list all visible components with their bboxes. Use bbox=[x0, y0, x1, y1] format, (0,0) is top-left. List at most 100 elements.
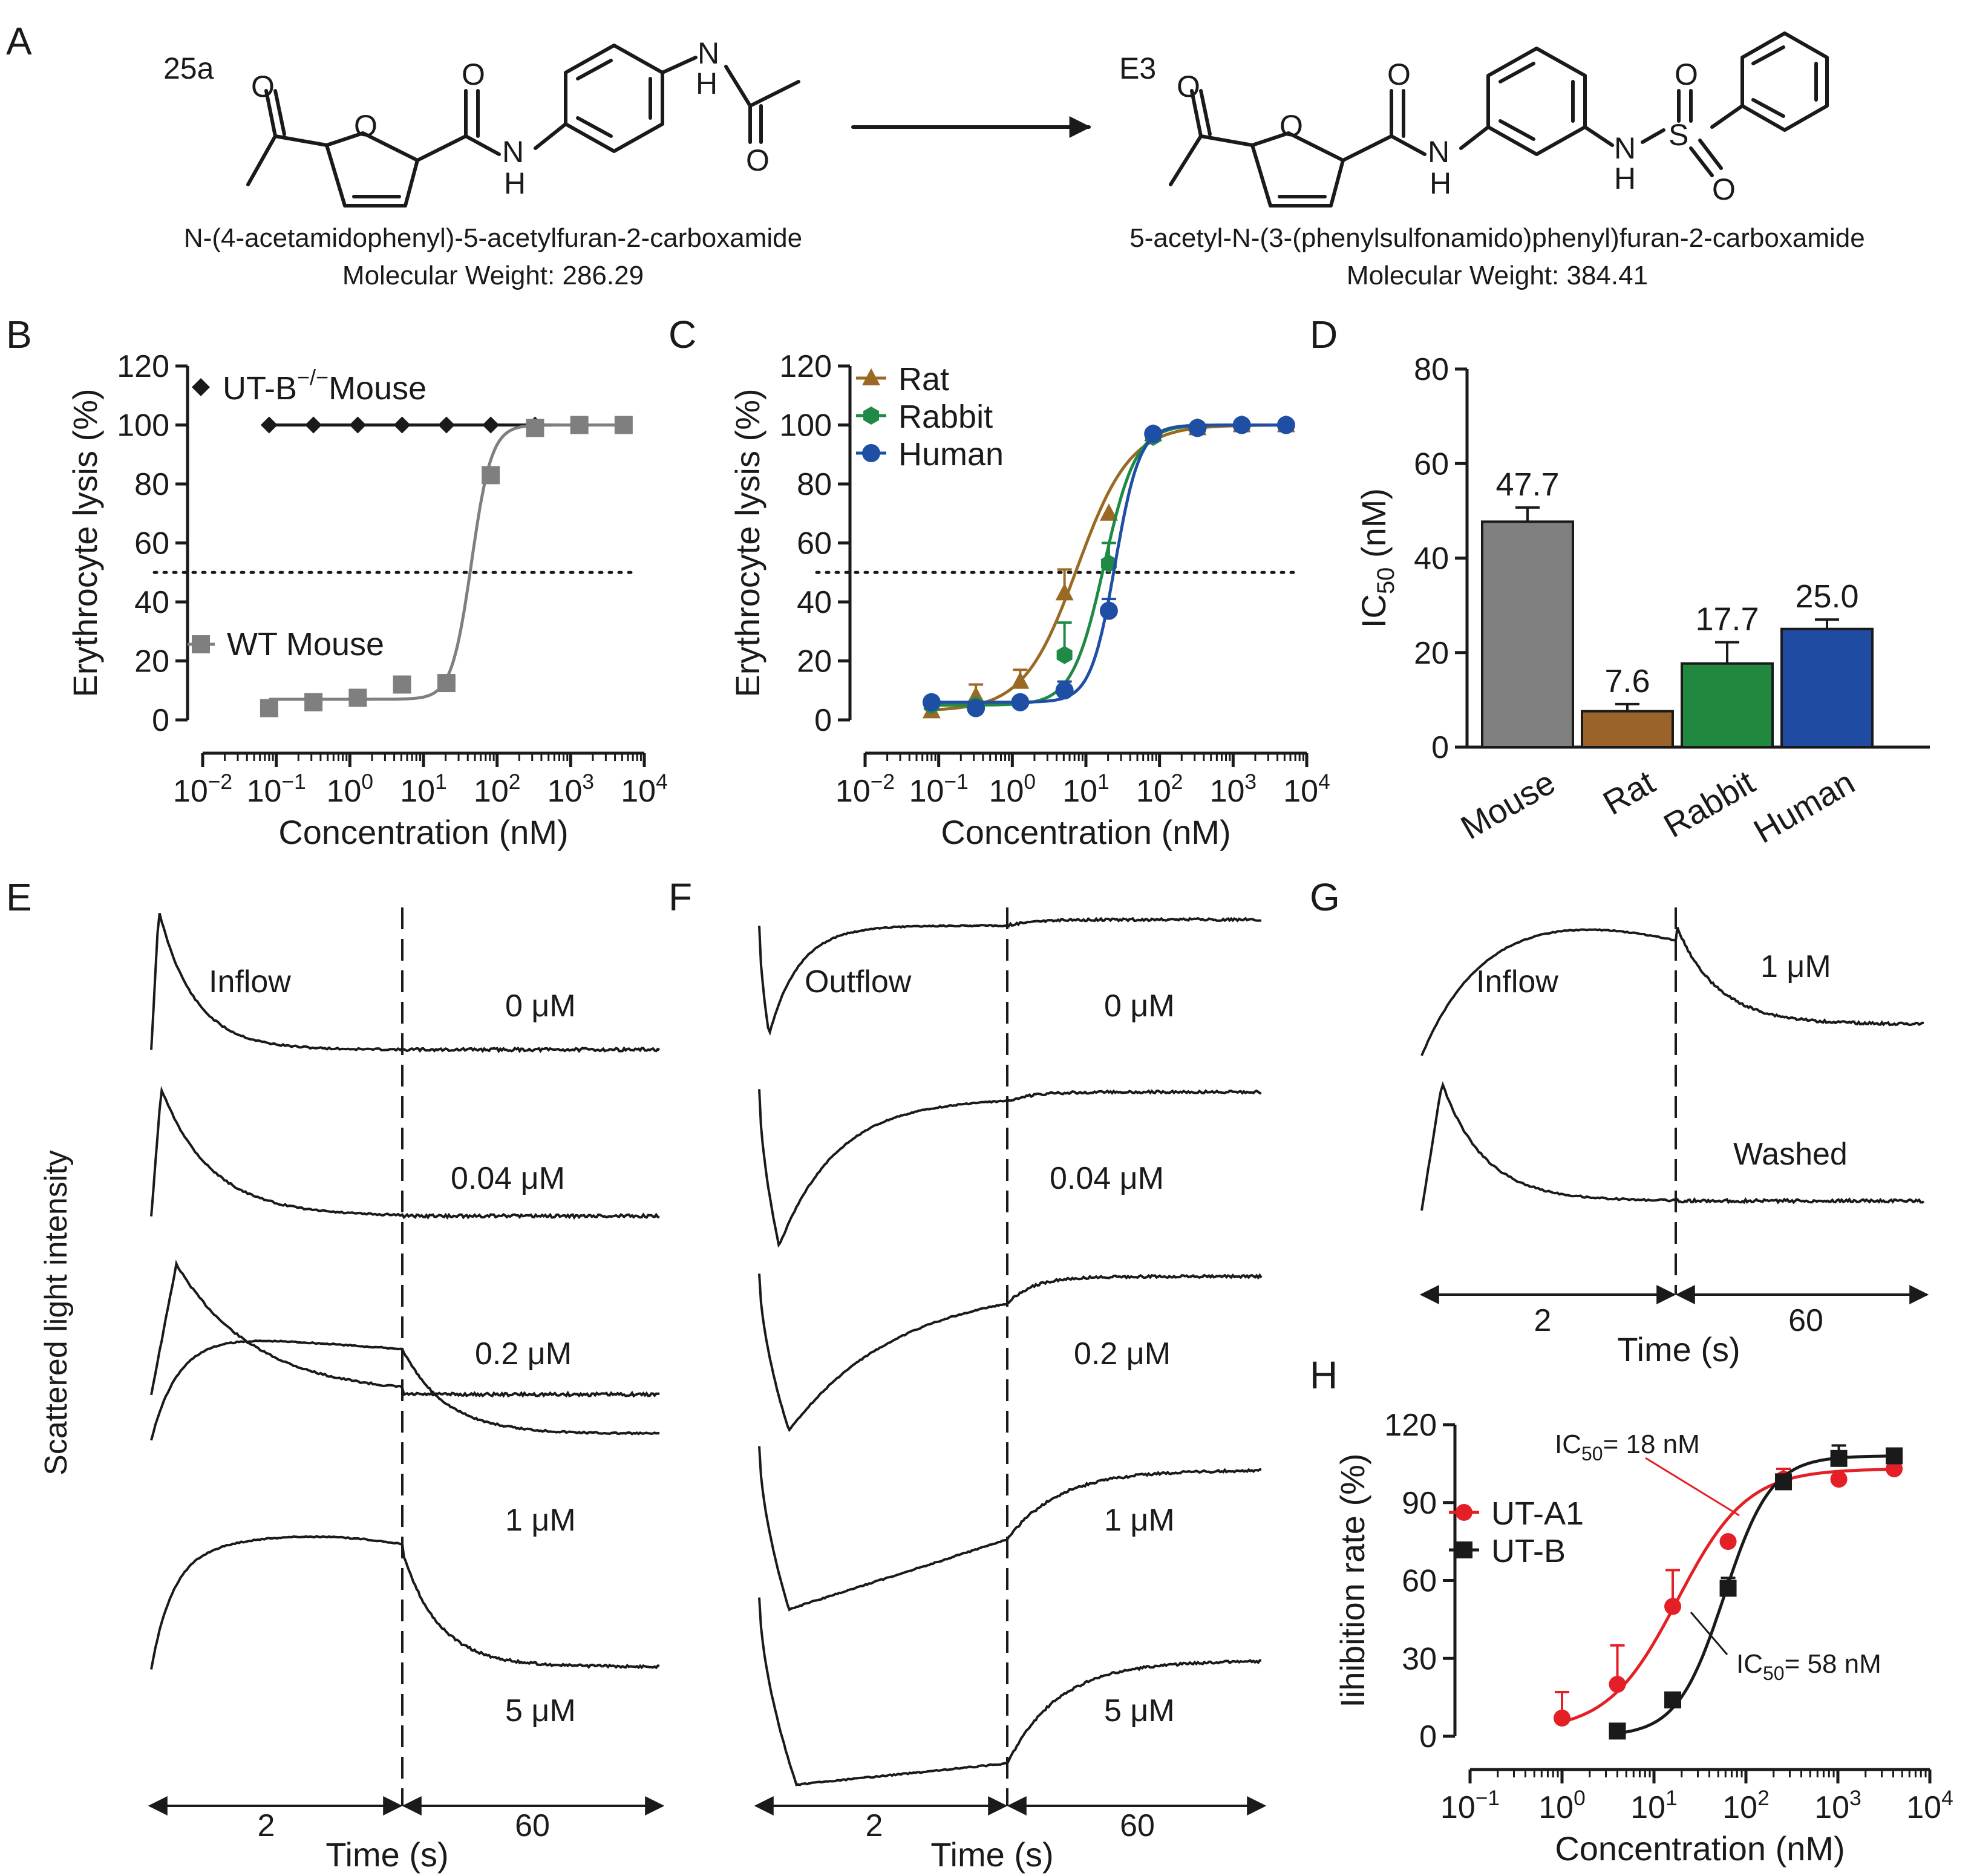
panel-e-axis-left: 2 bbox=[258, 1808, 275, 1843]
ut-b-point bbox=[1886, 1447, 1903, 1465]
x-tick-label: 103 bbox=[1814, 1786, 1861, 1825]
panel-f-label-1: 0.04 μM bbox=[1050, 1161, 1164, 1196]
y-tick-label: 100 bbox=[117, 408, 169, 443]
compound-mw-25a: Molecular Weight: 286.29 bbox=[342, 261, 644, 290]
utb-knockout-point bbox=[437, 416, 455, 434]
panel-f-trace-0 bbox=[758, 917, 1262, 1036]
atom-h: H bbox=[1430, 166, 1451, 200]
light-scattering-traces bbox=[148, 907, 1929, 1816]
panel-letter-g: G bbox=[1310, 875, 1340, 919]
human-point bbox=[967, 699, 985, 717]
y-axis-title: Erythrocyte lysis (%) bbox=[728, 388, 766, 697]
ic50-ut-b-leader bbox=[1690, 1612, 1728, 1655]
ic50-ut-a1-leader bbox=[1645, 1457, 1740, 1517]
legend-ut-a1-marker bbox=[1456, 1504, 1472, 1521]
rabbit-value-label: 17.7 bbox=[1695, 601, 1759, 638]
x-tick-label: 102 bbox=[1136, 770, 1183, 809]
panel-a bbox=[246, 31, 1829, 208]
panel-g-axis-title: Time (s) bbox=[1617, 1330, 1740, 1368]
compound-name-e3: 5-acetyl-N-(3-(phenylsulfonamido)phenyl)… bbox=[1129, 223, 1865, 253]
x-tick-label: 10−1 bbox=[909, 770, 969, 809]
mouse-bar bbox=[1481, 520, 1574, 748]
wt-mouse-point bbox=[348, 688, 367, 707]
x-tick-label: 102 bbox=[1722, 1786, 1770, 1825]
y-tick-label: 120 bbox=[117, 349, 169, 384]
panel-e-trace-1 bbox=[150, 1085, 660, 1220]
x-tick-label: 104 bbox=[1906, 1786, 1953, 1825]
x-tick-label: 10−2 bbox=[173, 770, 232, 809]
rat-point bbox=[1099, 503, 1118, 521]
atom-h: H bbox=[1614, 162, 1636, 195]
mouse-category-label: Mouse bbox=[1454, 763, 1561, 847]
wt-mouse-point bbox=[570, 416, 589, 434]
y-tick-label: 60 bbox=[1414, 446, 1449, 482]
legend-human-label: Human bbox=[898, 436, 1004, 472]
atom-o: O bbox=[354, 109, 377, 143]
ic50-ut-b-annotation: IC50= 58 nM bbox=[1736, 1649, 1881, 1684]
atom-o: O bbox=[1177, 70, 1200, 103]
panel-e-label-1: 0.04 μM bbox=[451, 1161, 565, 1196]
utb-knockout-point bbox=[260, 416, 278, 434]
utb-knockout-point bbox=[305, 416, 322, 434]
x-tick-label: 102 bbox=[474, 770, 521, 809]
y-tick-label: 90 bbox=[1402, 1486, 1437, 1521]
panel-b-chart: 0 20 40 60 80 100 120 10−2 10−1 100 101 102 103 104 Co… bbox=[66, 349, 668, 851]
utb-knockout-point bbox=[482, 416, 500, 434]
panel-e-title: Inflow bbox=[209, 964, 291, 999]
atom-o: O bbox=[1280, 109, 1303, 143]
panel-letter-f: F bbox=[668, 875, 692, 919]
x-tick-label: 100 bbox=[989, 770, 1036, 809]
panel-f-axis-title: Time (s) bbox=[930, 1835, 1053, 1874]
human-point bbox=[922, 693, 941, 711]
panel-f-label-4: 5 μM bbox=[1104, 1693, 1175, 1728]
y-tick-label: 20 bbox=[134, 644, 169, 679]
y-tick-label: 0 bbox=[152, 703, 169, 738]
atom-n: N bbox=[502, 135, 524, 169]
human-point bbox=[1188, 419, 1207, 437]
panel-h-chart: 0 30 60 90 120 10−1 100 101 102 103 104 Concentrati… bbox=[1333, 1408, 1953, 1868]
panel-letter-c: C bbox=[668, 313, 696, 356]
human-point bbox=[1276, 416, 1295, 434]
y-tick-label: 120 bbox=[779, 349, 832, 384]
rat-value-label: 7.6 bbox=[1604, 663, 1650, 699]
human-point bbox=[1144, 425, 1163, 443]
y-tick-label: 30 bbox=[1402, 1641, 1437, 1676]
x-tick-label: 10−2 bbox=[835, 770, 895, 809]
panel-f-label-0: 0 μM bbox=[1104, 989, 1175, 1024]
x-tick-label: 10−1 bbox=[1440, 1786, 1500, 1825]
legend-ut-b-marker bbox=[1456, 1541, 1472, 1558]
ut-b-point bbox=[1775, 1473, 1793, 1491]
panel-f-title: Outflow bbox=[805, 964, 912, 999]
atom-h: H bbox=[504, 166, 526, 200]
panel-g-axis-right: 60 bbox=[1788, 1303, 1823, 1338]
x-tick-label: 101 bbox=[400, 770, 447, 809]
atom-n: N bbox=[698, 36, 719, 70]
panel-d-chart: 0 20 40 60 80 IC50 (nM) 47.7 Mouse 7.6 Rat 17.7 Rab… bbox=[1355, 352, 1930, 851]
legend-rat-label: Rat bbox=[898, 361, 949, 397]
panel-f-trace-1 bbox=[758, 1089, 1262, 1248]
utb-knockout-point bbox=[349, 416, 367, 434]
ut-a1-point bbox=[1664, 1598, 1682, 1615]
panel-e-trace-2 bbox=[150, 1260, 660, 1398]
panel-e-trace-3 bbox=[150, 1339, 660, 1441]
wt-mouse-point bbox=[304, 693, 323, 711]
panel-e-trace-0 bbox=[150, 913, 660, 1054]
human-point bbox=[1011, 693, 1030, 711]
rabbit-bar bbox=[1681, 662, 1774, 748]
atom-o: O bbox=[1675, 57, 1698, 91]
ic50-ut-a1-annotation: IC50= 18 nM bbox=[1555, 1430, 1700, 1465]
panel-a-text: 25a O O O N H N H O N-(4-acetamidophenyl… bbox=[163, 36, 1865, 290]
legend-rabbit-marker bbox=[863, 407, 879, 425]
rabbit-point bbox=[1100, 554, 1117, 573]
human-value-label: 25.0 bbox=[1795, 578, 1858, 615]
structure-25a bbox=[246, 44, 800, 208]
y-tick-label: 0 bbox=[814, 703, 832, 738]
compound-name-25a: N-(4-acetamidophenyl)-5-acetylfuran-2-ca… bbox=[184, 223, 802, 253]
mouse-value-label: 47.7 bbox=[1495, 466, 1559, 503]
panel-f-trace-3 bbox=[758, 1446, 1262, 1612]
x-tick-label: 104 bbox=[1283, 770, 1330, 809]
y-tick-label: 20 bbox=[797, 644, 832, 679]
legend-ut-a1-label: UT-A1 bbox=[1491, 1495, 1584, 1532]
atom-o: O bbox=[251, 70, 275, 103]
